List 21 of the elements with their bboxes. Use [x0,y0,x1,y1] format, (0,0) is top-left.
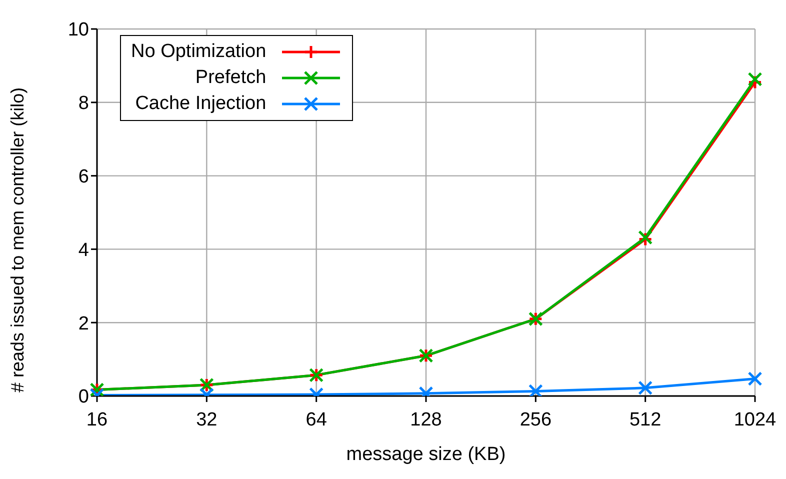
point [528,384,543,396]
y-tick-label: 2 [78,313,89,334]
x-tick-label: 1024 [734,409,777,430]
x-tick-label: 128 [410,409,442,430]
point [638,380,653,396]
y-tick-label: 8 [78,93,89,114]
x-tick-label: 512 [629,409,662,430]
y-tick-label: 0 [78,386,89,408]
x-tick-label: 256 [520,409,552,430]
legend-label: Prefetch [195,67,266,89]
legend-label: No Optimization [131,41,266,63]
x-tick-label: 16 [86,409,108,430]
x-axis-title: message size (KB) [346,444,506,465]
point [748,372,762,386]
y-tick-label: 10 [68,20,89,41]
y-axis-title: # reads issued to mem controller (kilo) [7,87,28,392]
y-tick-label: 4 [78,240,90,261]
legend-label: Cache Injection [135,93,266,115]
y-tick-label: 6 [78,166,89,188]
x-tick-label: 64 [306,409,328,430]
x-tick-label: 32 [196,409,218,430]
